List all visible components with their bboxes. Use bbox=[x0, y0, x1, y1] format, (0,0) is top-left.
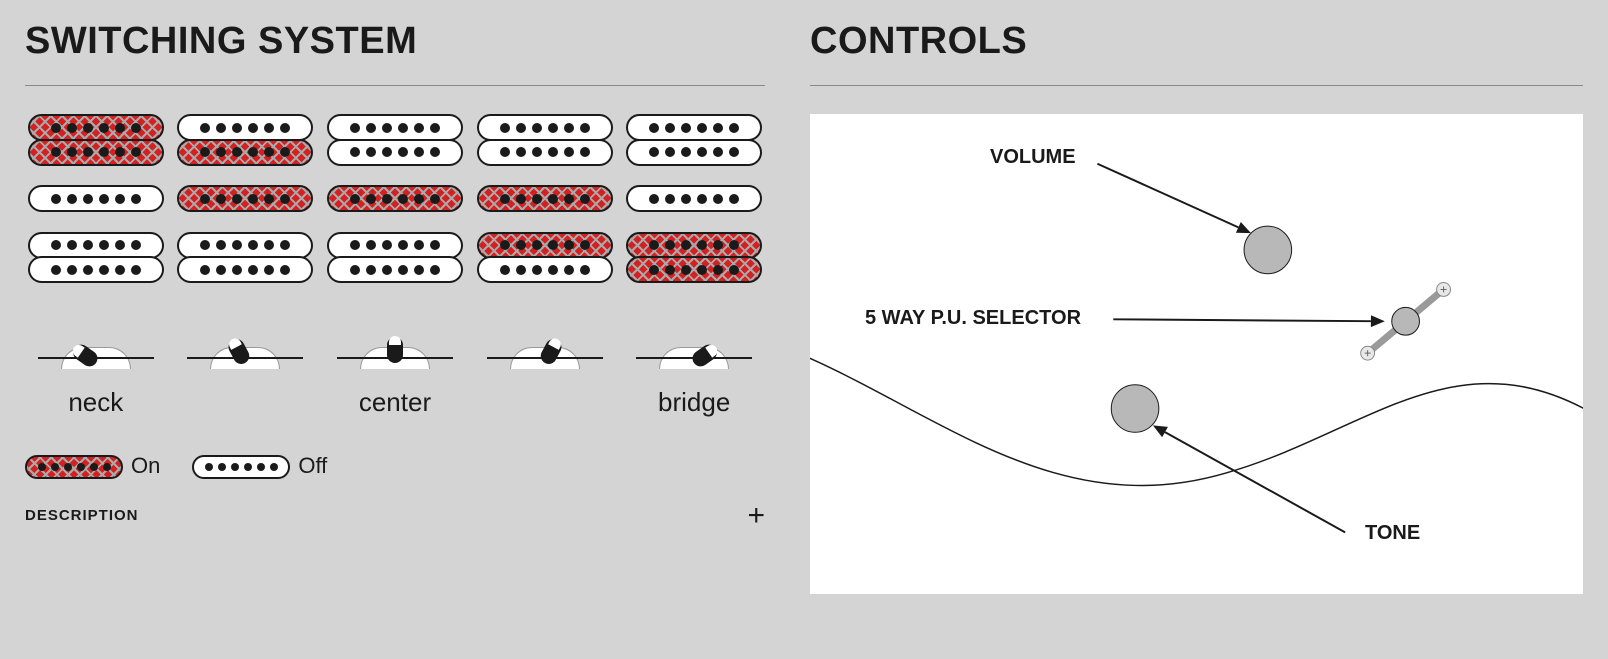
pickup-group bbox=[327, 114, 463, 163]
pickup-group bbox=[327, 232, 463, 281]
pickup-coil bbox=[327, 139, 463, 166]
pickup-coil bbox=[28, 114, 164, 141]
switch-position-center: center bbox=[324, 114, 466, 417]
description-label: DESCRIPTION bbox=[25, 507, 139, 524]
switch-lever-icon bbox=[626, 311, 762, 381]
switch-position-pos2 bbox=[175, 114, 317, 417]
pickup-coil bbox=[28, 139, 164, 166]
pickup-group bbox=[177, 232, 313, 281]
pickup-coil bbox=[477, 114, 613, 141]
pickup-coil bbox=[626, 232, 762, 259]
controls-heading: CONTROLS bbox=[810, 20, 1583, 63]
position-label: center bbox=[359, 387, 431, 417]
pickup-group bbox=[626, 232, 762, 281]
description-row[interactable]: DESCRIPTION + bbox=[25, 501, 765, 531]
pickup-coil bbox=[177, 232, 313, 259]
legend-on-label: On bbox=[131, 453, 160, 479]
controls-panel: CONTROLS VOLUME 5 WAY P.U. SELECTOR TONE bbox=[810, 20, 1583, 594]
pickup-coil bbox=[327, 232, 463, 259]
pickup-coil bbox=[327, 256, 463, 283]
switch-lever-icon bbox=[28, 311, 164, 381]
switch-lever-icon bbox=[477, 311, 613, 381]
divider bbox=[810, 85, 1583, 86]
switch-lever-icon bbox=[177, 311, 313, 381]
pickup-coil bbox=[477, 256, 613, 283]
pickup-coil bbox=[327, 114, 463, 141]
pickup-group bbox=[477, 114, 613, 163]
pickup-coil bbox=[28, 256, 164, 283]
pickup-group bbox=[28, 185, 164, 210]
pickup-coil bbox=[177, 256, 313, 283]
position-label: neck bbox=[68, 387, 123, 417]
pickup-coil bbox=[28, 232, 164, 259]
legend-coil-on bbox=[25, 455, 123, 479]
pickup-coil bbox=[477, 139, 613, 166]
switch-position-neck: neck bbox=[25, 114, 167, 417]
pickup-group bbox=[477, 185, 613, 210]
legend-off-label: Off bbox=[298, 453, 327, 479]
pickup-coil bbox=[177, 114, 313, 141]
pickup-coil bbox=[626, 185, 762, 212]
controls-diagram: VOLUME 5 WAY P.U. SELECTOR TONE bbox=[810, 114, 1583, 594]
pickup-coil bbox=[477, 232, 613, 259]
pickup-coil bbox=[327, 185, 463, 212]
pickup-group bbox=[177, 114, 313, 163]
switch-position-pos4 bbox=[474, 114, 616, 417]
pickup-coil bbox=[626, 114, 762, 141]
position-label: bridge bbox=[658, 387, 730, 417]
switch-lever-icon bbox=[327, 311, 463, 381]
pickup-group bbox=[28, 232, 164, 281]
legend-coil-off bbox=[192, 455, 290, 479]
tone-label: TONE bbox=[1365, 522, 1420, 545]
switching-heading: SWITCHING SYSTEM bbox=[25, 20, 765, 63]
pickup-group bbox=[626, 114, 762, 163]
pickup-coil bbox=[477, 185, 613, 212]
switching-system-panel: SWITCHING SYSTEM neck center bridge On Off… bbox=[25, 20, 765, 594]
switch-position-bridge: bridge bbox=[623, 114, 765, 417]
pickup-group bbox=[28, 114, 164, 163]
pickup-group bbox=[327, 185, 463, 210]
pickup-coil bbox=[626, 139, 762, 166]
pickup-coil bbox=[28, 185, 164, 212]
pickup-coil bbox=[177, 139, 313, 166]
pickup-group bbox=[477, 232, 613, 281]
switching-grid: neck center bridge bbox=[25, 114, 765, 417]
divider bbox=[25, 85, 765, 86]
controls-svg bbox=[810, 114, 1583, 594]
volume-label: VOLUME bbox=[990, 146, 1076, 169]
pickup-group bbox=[626, 185, 762, 210]
expand-icon[interactable]: + bbox=[747, 501, 765, 531]
pickup-group bbox=[177, 185, 313, 210]
legend-row: On Off bbox=[25, 453, 765, 479]
pickup-coil bbox=[177, 185, 313, 212]
selector-label: 5 WAY P.U. SELECTOR bbox=[865, 307, 1081, 330]
pickup-coil bbox=[626, 256, 762, 283]
